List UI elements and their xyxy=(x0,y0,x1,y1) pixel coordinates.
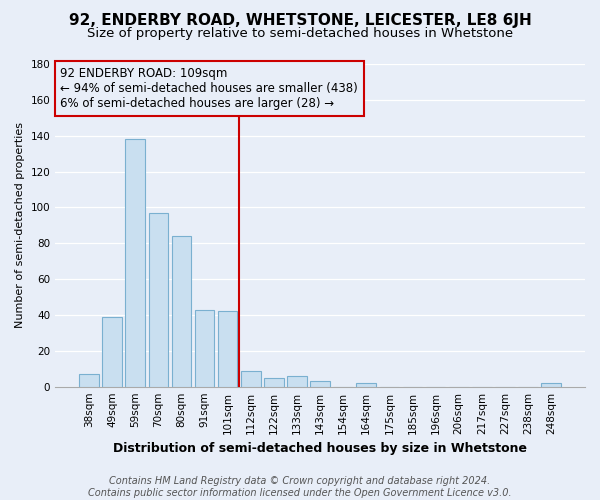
Y-axis label: Number of semi-detached properties: Number of semi-detached properties xyxy=(15,122,25,328)
Bar xyxy=(287,376,307,386)
Bar xyxy=(356,383,376,386)
Bar xyxy=(103,317,122,386)
Bar xyxy=(310,382,330,386)
Text: 92, ENDERBY ROAD, WHETSTONE, LEICESTER, LE8 6JH: 92, ENDERBY ROAD, WHETSTONE, LEICESTER, … xyxy=(68,12,532,28)
Bar xyxy=(79,374,99,386)
Bar xyxy=(172,236,191,386)
Bar xyxy=(149,213,168,386)
Bar xyxy=(264,378,284,386)
Text: 92 ENDERBY ROAD: 109sqm
← 94% of semi-detached houses are smaller (438)
6% of se: 92 ENDERBY ROAD: 109sqm ← 94% of semi-de… xyxy=(61,67,358,110)
Bar xyxy=(241,370,260,386)
Bar xyxy=(195,310,214,386)
Bar xyxy=(541,383,561,386)
Text: Contains HM Land Registry data © Crown copyright and database right 2024.
Contai: Contains HM Land Registry data © Crown c… xyxy=(88,476,512,498)
Bar xyxy=(125,140,145,386)
Bar xyxy=(218,312,238,386)
Text: Size of property relative to semi-detached houses in Whetstone: Size of property relative to semi-detach… xyxy=(87,28,513,40)
X-axis label: Distribution of semi-detached houses by size in Whetstone: Distribution of semi-detached houses by … xyxy=(113,442,527,455)
